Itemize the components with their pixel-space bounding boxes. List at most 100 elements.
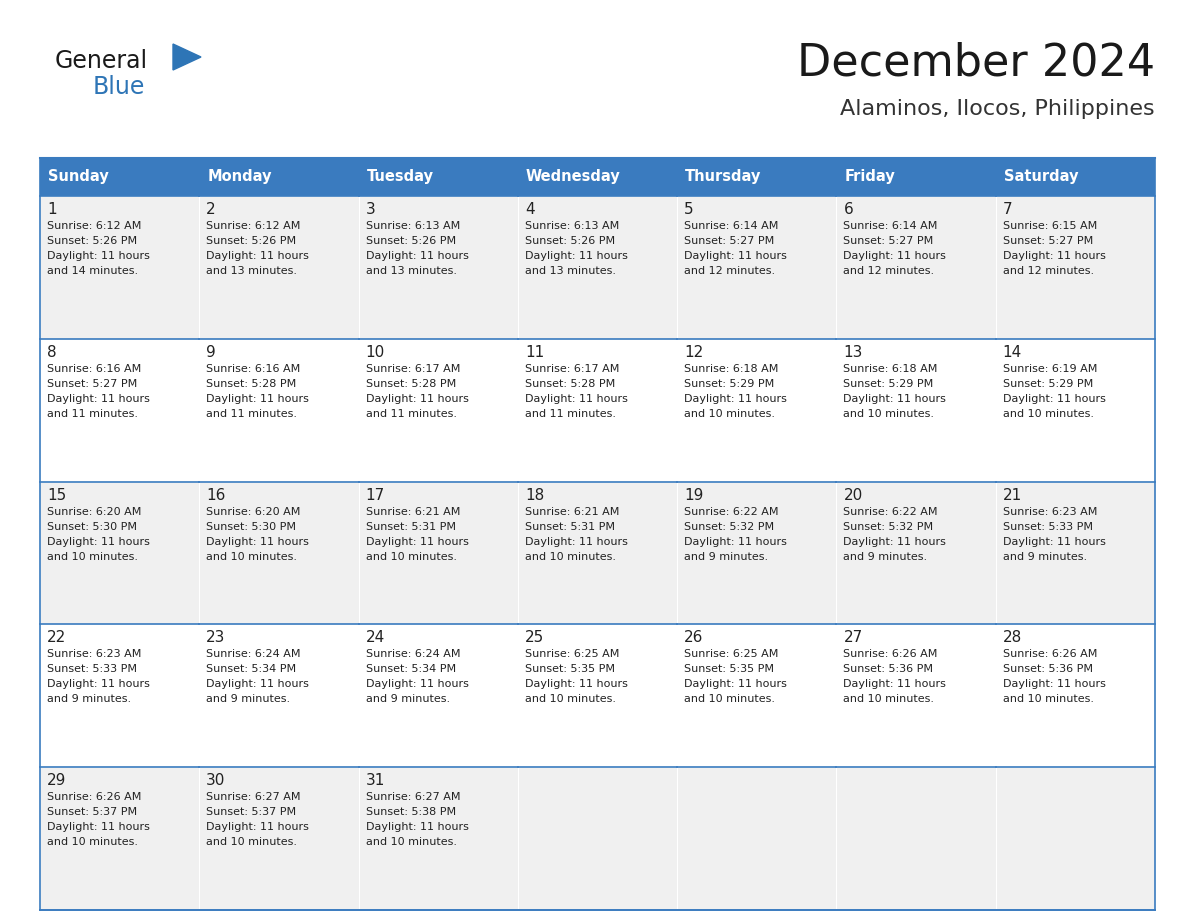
Text: Sunrise: 6:13 AM: Sunrise: 6:13 AM bbox=[366, 221, 460, 231]
FancyBboxPatch shape bbox=[677, 196, 836, 339]
Text: Sunset: 5:29 PM: Sunset: 5:29 PM bbox=[843, 379, 934, 389]
Text: Sunrise: 6:27 AM: Sunrise: 6:27 AM bbox=[366, 792, 460, 802]
Text: Daylight: 11 hours: Daylight: 11 hours bbox=[366, 394, 468, 404]
Text: 11: 11 bbox=[525, 345, 544, 360]
FancyBboxPatch shape bbox=[677, 158, 836, 196]
Text: 18: 18 bbox=[525, 487, 544, 502]
Text: 17: 17 bbox=[366, 487, 385, 502]
Text: Sunset: 5:26 PM: Sunset: 5:26 PM bbox=[366, 236, 456, 246]
Text: and 13 minutes.: and 13 minutes. bbox=[366, 266, 456, 276]
Text: and 13 minutes.: and 13 minutes. bbox=[525, 266, 615, 276]
Text: Sunrise: 6:12 AM: Sunrise: 6:12 AM bbox=[207, 221, 301, 231]
FancyBboxPatch shape bbox=[518, 158, 677, 196]
Text: Sunset: 5:36 PM: Sunset: 5:36 PM bbox=[1003, 665, 1093, 675]
FancyBboxPatch shape bbox=[200, 196, 359, 339]
Text: Daylight: 11 hours: Daylight: 11 hours bbox=[48, 537, 150, 546]
Text: Daylight: 11 hours: Daylight: 11 hours bbox=[1003, 251, 1106, 261]
Text: 31: 31 bbox=[366, 773, 385, 789]
Text: Daylight: 11 hours: Daylight: 11 hours bbox=[48, 679, 150, 689]
Text: Daylight: 11 hours: Daylight: 11 hours bbox=[207, 394, 309, 404]
Text: 24: 24 bbox=[366, 631, 385, 645]
Text: 29: 29 bbox=[48, 773, 67, 789]
FancyBboxPatch shape bbox=[40, 624, 200, 767]
Text: Sunrise: 6:27 AM: Sunrise: 6:27 AM bbox=[207, 792, 301, 802]
Text: and 10 minutes.: and 10 minutes. bbox=[525, 552, 615, 562]
Text: Sunset: 5:26 PM: Sunset: 5:26 PM bbox=[525, 236, 615, 246]
FancyBboxPatch shape bbox=[200, 624, 359, 767]
Text: Alaminos, Ilocos, Philippines: Alaminos, Ilocos, Philippines bbox=[840, 99, 1155, 119]
Text: Sunset: 5:28 PM: Sunset: 5:28 PM bbox=[525, 379, 615, 389]
Text: Monday: Monday bbox=[207, 170, 272, 185]
Text: Sunset: 5:27 PM: Sunset: 5:27 PM bbox=[1003, 236, 1093, 246]
Text: Sunrise: 6:18 AM: Sunrise: 6:18 AM bbox=[684, 364, 778, 374]
Text: Sunset: 5:34 PM: Sunset: 5:34 PM bbox=[366, 665, 456, 675]
Text: Daylight: 11 hours: Daylight: 11 hours bbox=[1003, 679, 1106, 689]
Text: and 10 minutes.: and 10 minutes. bbox=[843, 409, 935, 419]
Text: 26: 26 bbox=[684, 631, 703, 645]
FancyBboxPatch shape bbox=[836, 196, 996, 339]
Text: Sunset: 5:30 PM: Sunset: 5:30 PM bbox=[48, 521, 137, 532]
FancyBboxPatch shape bbox=[996, 158, 1155, 196]
Text: Sunset: 5:35 PM: Sunset: 5:35 PM bbox=[684, 665, 775, 675]
FancyBboxPatch shape bbox=[200, 339, 359, 482]
FancyBboxPatch shape bbox=[518, 767, 677, 910]
Text: 27: 27 bbox=[843, 631, 862, 645]
Text: and 10 minutes.: and 10 minutes. bbox=[684, 409, 775, 419]
Text: and 11 minutes.: and 11 minutes. bbox=[525, 409, 615, 419]
Text: Sunset: 5:30 PM: Sunset: 5:30 PM bbox=[207, 521, 296, 532]
Text: and 14 minutes.: and 14 minutes. bbox=[48, 266, 138, 276]
Text: and 10 minutes.: and 10 minutes. bbox=[366, 837, 456, 847]
Text: and 10 minutes.: and 10 minutes. bbox=[1003, 409, 1094, 419]
Text: and 13 minutes.: and 13 minutes. bbox=[207, 266, 297, 276]
Text: 7: 7 bbox=[1003, 202, 1012, 217]
Text: Daylight: 11 hours: Daylight: 11 hours bbox=[525, 537, 627, 546]
Text: Sunrise: 6:14 AM: Sunrise: 6:14 AM bbox=[843, 221, 937, 231]
Text: Sunrise: 6:22 AM: Sunrise: 6:22 AM bbox=[843, 507, 939, 517]
Text: Sunset: 5:28 PM: Sunset: 5:28 PM bbox=[207, 379, 297, 389]
Text: Sunrise: 6:20 AM: Sunrise: 6:20 AM bbox=[207, 507, 301, 517]
Text: and 9 minutes.: and 9 minutes. bbox=[1003, 552, 1087, 562]
Text: and 9 minutes.: and 9 minutes. bbox=[684, 552, 769, 562]
Text: Sunset: 5:36 PM: Sunset: 5:36 PM bbox=[843, 665, 934, 675]
Text: Sunrise: 6:26 AM: Sunrise: 6:26 AM bbox=[843, 649, 937, 659]
Text: Sunset: 5:29 PM: Sunset: 5:29 PM bbox=[684, 379, 775, 389]
Text: Sunset: 5:33 PM: Sunset: 5:33 PM bbox=[48, 665, 137, 675]
Text: Daylight: 11 hours: Daylight: 11 hours bbox=[48, 394, 150, 404]
Text: and 12 minutes.: and 12 minutes. bbox=[843, 266, 935, 276]
Text: Daylight: 11 hours: Daylight: 11 hours bbox=[207, 537, 309, 546]
Text: Thursday: Thursday bbox=[685, 170, 762, 185]
Text: General: General bbox=[55, 49, 148, 73]
Text: and 10 minutes.: and 10 minutes. bbox=[207, 552, 297, 562]
FancyBboxPatch shape bbox=[359, 767, 518, 910]
Text: Sunrise: 6:22 AM: Sunrise: 6:22 AM bbox=[684, 507, 778, 517]
Text: 25: 25 bbox=[525, 631, 544, 645]
FancyBboxPatch shape bbox=[40, 339, 200, 482]
Text: 28: 28 bbox=[1003, 631, 1022, 645]
Text: Sunset: 5:29 PM: Sunset: 5:29 PM bbox=[1003, 379, 1093, 389]
Text: 21: 21 bbox=[1003, 487, 1022, 502]
Text: 20: 20 bbox=[843, 487, 862, 502]
Text: Sunset: 5:26 PM: Sunset: 5:26 PM bbox=[48, 236, 137, 246]
FancyBboxPatch shape bbox=[359, 196, 518, 339]
Text: Sunrise: 6:21 AM: Sunrise: 6:21 AM bbox=[366, 507, 460, 517]
FancyBboxPatch shape bbox=[836, 158, 996, 196]
Text: Daylight: 11 hours: Daylight: 11 hours bbox=[843, 537, 947, 546]
Text: Daylight: 11 hours: Daylight: 11 hours bbox=[843, 251, 947, 261]
FancyBboxPatch shape bbox=[518, 482, 677, 624]
Text: Sunset: 5:37 PM: Sunset: 5:37 PM bbox=[48, 807, 137, 817]
FancyBboxPatch shape bbox=[200, 482, 359, 624]
Text: Daylight: 11 hours: Daylight: 11 hours bbox=[48, 823, 150, 833]
Text: Sunrise: 6:26 AM: Sunrise: 6:26 AM bbox=[48, 792, 141, 802]
Text: and 9 minutes.: and 9 minutes. bbox=[366, 694, 450, 704]
Text: 14: 14 bbox=[1003, 345, 1022, 360]
FancyBboxPatch shape bbox=[200, 158, 359, 196]
Text: Sunrise: 6:24 AM: Sunrise: 6:24 AM bbox=[366, 649, 460, 659]
FancyBboxPatch shape bbox=[518, 624, 677, 767]
Text: Sunrise: 6:25 AM: Sunrise: 6:25 AM bbox=[525, 649, 619, 659]
Text: Sunrise: 6:16 AM: Sunrise: 6:16 AM bbox=[48, 364, 141, 374]
Text: Sunset: 5:34 PM: Sunset: 5:34 PM bbox=[207, 665, 297, 675]
FancyBboxPatch shape bbox=[677, 624, 836, 767]
Text: and 10 minutes.: and 10 minutes. bbox=[684, 694, 775, 704]
Text: Sunset: 5:38 PM: Sunset: 5:38 PM bbox=[366, 807, 456, 817]
Text: Sunrise: 6:20 AM: Sunrise: 6:20 AM bbox=[48, 507, 141, 517]
